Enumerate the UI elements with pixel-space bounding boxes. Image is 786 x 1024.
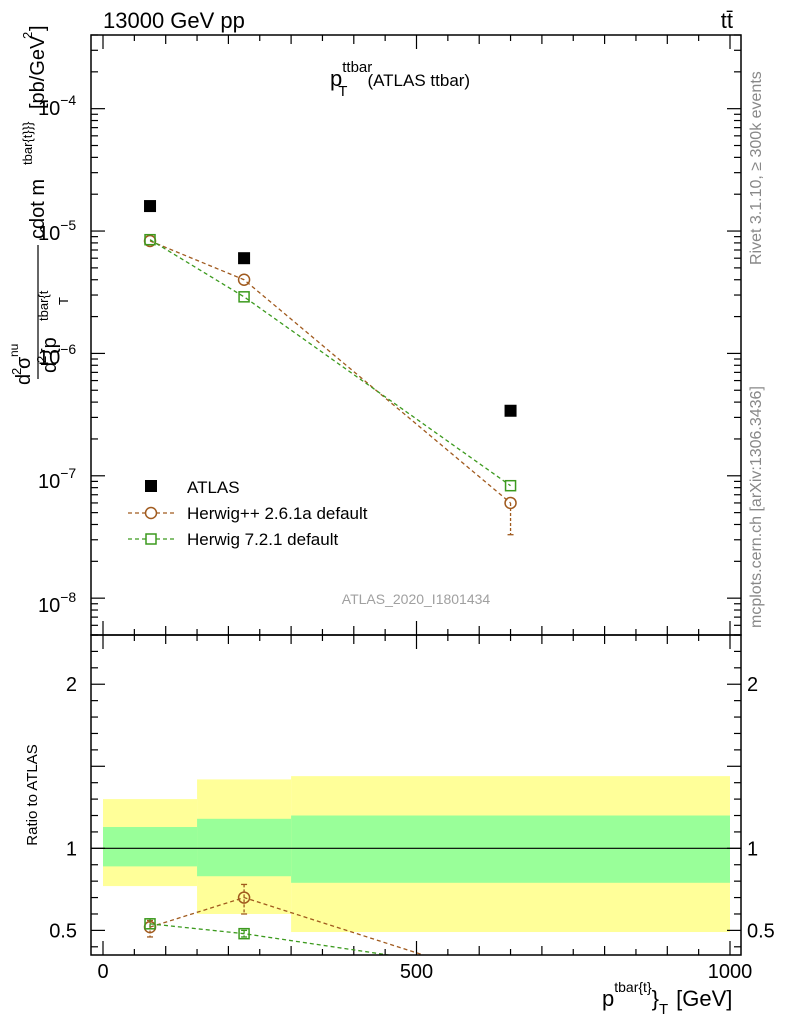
xlabel-sub: T [659, 1001, 668, 1018]
rivet-label: Rivet 3.1.10, ≥ 300k events [748, 71, 765, 265]
energy-label: 13000 GeV pp [103, 8, 245, 33]
series-line-2 [149, 239, 511, 487]
ytick-label-1e-8: 10−8 [38, 589, 76, 617]
svg-text:2: 2 [34, 356, 49, 363]
band-inner-1 [197, 818, 292, 877]
series-line-1 [149, 240, 511, 504]
svg-text:d: d [39, 362, 61, 373]
svg-text:T: T [56, 297, 71, 305]
xlabel-close: } [652, 986, 659, 1011]
svg-text:{p: {p [39, 337, 61, 355]
ratio-ytick-1: 1 [66, 838, 77, 860]
ratio-point-1-1 [238, 927, 250, 940]
ytick-label-1e-6: 10−6 [38, 341, 76, 369]
main-plot-title: pttbar T (ATLAS ttbar) [330, 59, 470, 100]
point-0-2 [504, 404, 517, 417]
ratio-y-tick-labels-right: 2 1 0.5 [747, 674, 775, 942]
point-0-0 [144, 200, 157, 213]
point-2-1 [238, 291, 250, 303]
main-y-axis-label: d 2 σ nu d 2 {p tbar{t T cdot m tbar{t}}… [7, 25, 71, 385]
legend: ATLAS Herwig++ 2.6.1a default Herwig 7.2… [128, 478, 368, 549]
ratio-line-0 [149, 896, 426, 955]
svg-text:[pb/GeV: [pb/GeV [27, 35, 49, 109]
ratio-point-0-1 [237, 891, 251, 904]
legend-marker-herwigpp [144, 506, 158, 520]
title-p: p [330, 66, 342, 91]
svg-text:]: ] [27, 25, 49, 31]
svg-text:2: 2 [9, 368, 24, 375]
svg-text:tbar{t}}}: tbar{t}}} [20, 121, 35, 165]
ratio-uncertainty-bands [103, 776, 730, 933]
title-sub: T [338, 83, 347, 100]
point-2-0 [144, 233, 156, 246]
ratio-ytick-0.5: 0.5 [49, 920, 77, 942]
band-inner-0 [103, 827, 198, 867]
ytick-label-1e-7: 10−7 [38, 465, 76, 493]
point-1-1 [237, 273, 251, 286]
legend-marker-herwig7 [145, 533, 157, 545]
analysis-id: ATLAS_2020_I1801434 [342, 591, 491, 607]
ratio-ytick-right-1: 1 [747, 838, 758, 860]
title-sup: ttbar [342, 59, 372, 76]
legend-label-herwigpp: Herwig++ 2.6.1a default [187, 504, 368, 523]
ratio-y-axis-label: Ratio to ATLAS [24, 744, 41, 845]
ratio-line-1 [149, 923, 393, 955]
xtick-1000: 1000 [708, 961, 753, 983]
point-1-2 [504, 496, 517, 510]
xlabel-unit: [GeV] [676, 986, 732, 1011]
xtick-500: 500 [400, 961, 433, 983]
ratio-plot-frame [90, 634, 742, 956]
ratio-y-tick-labels-left: 2 1 0.5 [49, 674, 77, 942]
mcplots-label: mcplots.cern.ch [arXiv:1306.3436] [748, 386, 765, 628]
svg-text:2: 2 [20, 32, 35, 39]
x-axis-label: ptbar{t}}T [GeV] [602, 979, 732, 1018]
point-0-1 [238, 252, 251, 265]
ytick-label-1e-5: 10−5 [38, 217, 76, 245]
svg-text:tbar{t: tbar{t [36, 290, 51, 321]
xtick-0: 0 [97, 961, 108, 983]
ratio-point-1-0 [144, 918, 156, 930]
x-tick-labels: 0 500 1000 [97, 961, 752, 983]
ratio-ytick-right-2: 2 [747, 674, 758, 696]
svg-text:cdot m: cdot m [27, 179, 49, 239]
svg-text:nu: nu [7, 344, 21, 357]
svg-text:d: d [13, 374, 35, 385]
xlabel-sup: tbar{t} [614, 979, 652, 995]
ratio-point-0-2 [505, 977, 516, 988]
process-label: tt̄ [721, 8, 733, 33]
svg-text:σ: σ [13, 356, 35, 369]
main-y-tick-labels: 10−4 10−5 10−6 10−7 10−8 [38, 92, 76, 617]
point-2-2 [504, 479, 517, 492]
legend-label-herwig7: Herwig 7.2.1 default [187, 530, 338, 549]
ratio-point-1-2 [506, 968, 516, 978]
legend-marker-atlas [145, 480, 157, 492]
ratio-series [143, 883, 516, 988]
xlabel-p: p [602, 986, 614, 1011]
ratio-ytick-right-0.5: 0.5 [747, 920, 775, 942]
main-series [143, 200, 517, 536]
ratio-ytick-2: 2 [66, 674, 77, 696]
ytick-label-1e-4: 10−4 [38, 92, 76, 120]
legend-label-atlas: ATLAS [187, 478, 240, 497]
title-rest: (ATLAS ttbar) [367, 71, 470, 90]
band-inner-2 [291, 815, 730, 883]
